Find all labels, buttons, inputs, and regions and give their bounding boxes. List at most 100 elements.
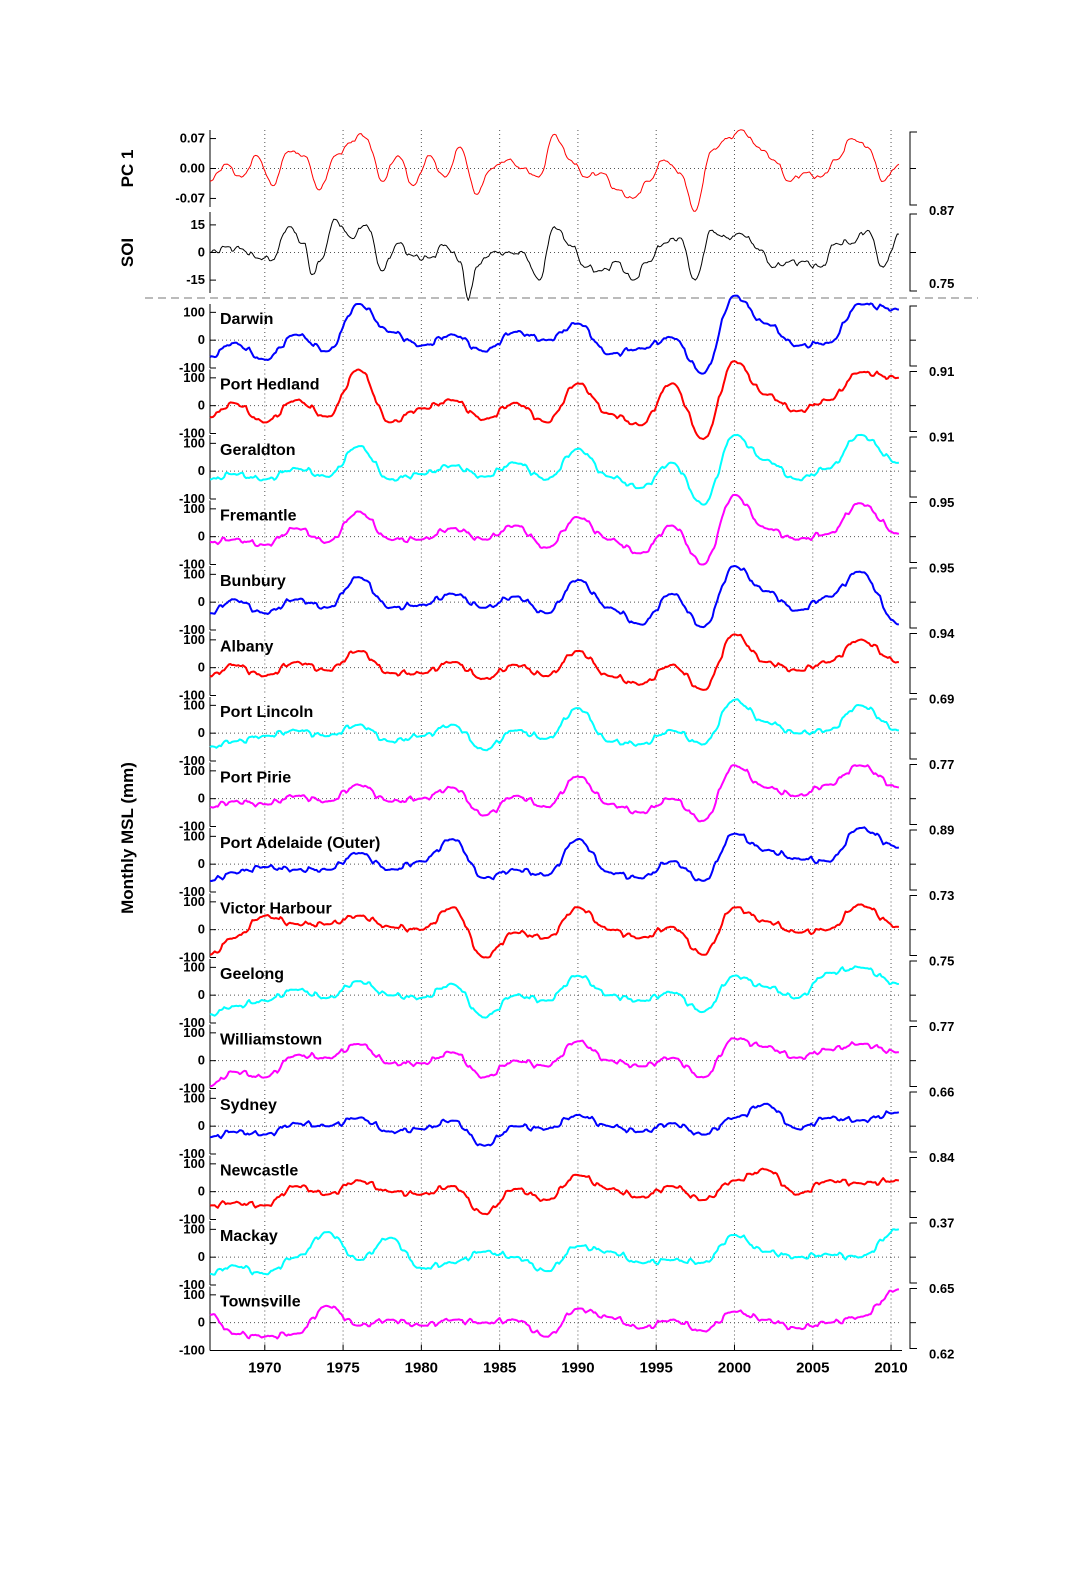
correlation-value: 0.77 [929,757,954,772]
y-tick-label: -15 [186,272,205,287]
right-bracket [909,764,917,825]
series-line [209,764,900,823]
y-tick-label: -100 [179,1212,205,1227]
y-tick-label: 0 [198,594,205,609]
y-tick-label: 0 [198,791,205,806]
station-label: Darwin [220,311,273,328]
y-tick-label: 0.07 [180,131,205,146]
y-tick-label: -100 [179,884,205,899]
y-tick-label: -100 [179,1343,205,1358]
station-panel: -100 0 100 Geelong 0.77 [179,959,954,1034]
y-tick-label: 100 [183,501,205,516]
station-panel: -100 0 100 Newcastle 0.37 [179,1155,954,1231]
correlation-value: 0.95 [929,495,954,510]
y-tick-label: -100 [179,753,205,768]
y-tick-label: 0 [198,1315,205,1330]
y-tick-label: 0 [198,245,205,260]
y-tick-label: -100 [179,950,205,965]
station-panel: -100 0 100 Fremantle 0.95 [179,493,954,576]
right-bracket [909,633,917,694]
correlation-value: 0.91 [929,364,954,379]
right-bracket [909,829,917,891]
y-tick-label: 100 [183,959,205,974]
correlation-value: 0.91 [929,430,954,445]
series-line [209,826,900,882]
y-tick-label: 0 [198,398,205,413]
correlation-value-top: 0.87 [929,203,954,218]
y-tick-label: 0 [198,1184,205,1199]
station-panel: -100 0 100 Port Pirie 0.89 [179,762,954,838]
x-tick-label: 2005 [796,1360,829,1377]
panels: -0.07 0.00 0.07 PC 1 -15 0 15 SOI 0.87 0.75 -100 0 1… [118,129,978,1362]
y-tick-label: 0 [198,1053,205,1068]
y-tick-label: 100 [183,828,205,843]
station-panel: -100 0 100 Townsville 0.62 [179,1286,954,1362]
right-bracket [909,698,917,760]
y-tick-label: -100 [179,360,205,375]
y-tick-label: -100 [179,622,205,637]
pc1-panel: -0.07 0.00 0.07 PC 1 [118,129,917,212]
y-tick-label: -100 [179,1277,205,1292]
station-label: Newcastle [220,1163,298,1180]
x-tick-label: 1970 [248,1360,281,1377]
correlation-value-top: 0.75 [929,276,954,291]
station-label: Williamstown [220,1032,322,1049]
series-line [209,903,900,959]
right-bracket [909,1091,917,1153]
y-tick-label: 0.00 [180,161,205,176]
y-tick-label: 100 [183,763,205,778]
series-line [209,1288,900,1340]
correlation-value: 0.94 [929,626,955,641]
y-tick-label: -100 [179,1146,205,1161]
y-tick-label: 0 [198,856,205,871]
series-line [209,698,899,752]
right-bracket [909,1157,917,1218]
y-tick-label: 100 [183,1156,205,1171]
station-label: Bunbury [220,573,286,590]
correlation-value: 0.77 [929,1019,954,1034]
y-tick-label: 100 [183,697,205,712]
y-tick-label: 15 [191,217,205,232]
y-tick-label: 100 [183,1221,205,1236]
station-label: Port Hedland [220,377,320,394]
series-line [209,1037,899,1088]
x-tick-label: 1995 [640,1360,673,1377]
correlation-value: 0.75 [929,954,954,969]
x-tick-label: 2000 [718,1360,751,1377]
station-panel: -100 0 100 Darwin 0.91 [179,294,954,379]
y-tick-label: 0 [198,332,205,347]
station-panel: -100 0 100 Bunbury 0.94 [179,565,955,641]
station-label: Victor Harbour [220,901,332,918]
series-line [209,633,899,691]
station-panel: -100 0 100 Sydney 0.84 [179,1090,955,1165]
series-line [209,433,899,506]
station-label: Port Pirie [220,770,291,787]
series-line [209,1228,900,1276]
y-tick-label: -100 [179,688,205,703]
right-bracket [909,502,917,563]
y-tick-label: 0 [198,987,205,1002]
correlation-value: 0.62 [929,1347,954,1362]
correlation-value: 0.66 [929,1085,954,1100]
station-panel: -100 0 100 Port Hedland 0.91 [179,360,954,445]
y-tick-label: 0 [198,1118,205,1133]
y-tick-label: 100 [183,1090,205,1105]
series-line [209,294,900,375]
panel-label: SOI [118,238,137,267]
y-tick-label: -0.07 [175,190,205,205]
y-tick-label: 100 [183,1287,205,1302]
x-axis: 1970 1975 1980 1985 1990 1995 2000 2005 2010 [210,1344,908,1377]
correlation-value: 0.37 [929,1216,954,1231]
station-panel: -100 0 100 Williamstown 0.66 [179,1024,954,1100]
right-bracket [909,1222,917,1284]
correlation-value: 0.89 [929,823,954,838]
right-bracket [909,567,917,629]
station-label: Geraldton [220,442,296,459]
y-tick-label: -100 [179,426,205,441]
y-tick-label: -100 [179,1081,205,1096]
x-tick-label: 1990 [561,1360,594,1377]
x-tick-label: 1975 [326,1360,359,1377]
y-tick-label: 100 [183,894,205,909]
series-line [209,493,900,566]
